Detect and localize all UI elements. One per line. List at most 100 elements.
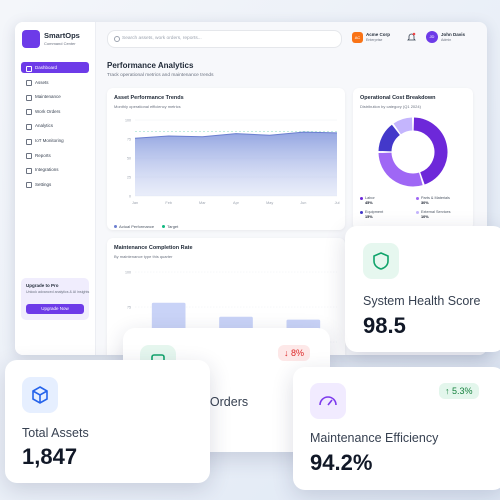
nav-item[interactable]: Integrations [21, 164, 89, 175]
legend-label: Parts & Materials [421, 196, 450, 200]
gauge-icon [319, 396, 337, 406]
x-tick-label: Jan [132, 201, 138, 205]
nav-item[interactable]: Work Orders [21, 106, 89, 117]
card-value: 94.2% [310, 450, 373, 475]
card-title: Asset Performance Trends [114, 95, 184, 101]
org-name: Acme Corp [366, 32, 391, 37]
search-icon [114, 36, 120, 42]
nav-item[interactable]: Settings [21, 179, 89, 190]
icon-bg [310, 383, 346, 419]
efficiency-card: ↑ 5.3% Maintenance Efficiency 94.2% [293, 367, 500, 490]
donut-slice [393, 117, 413, 135]
donut-chart [378, 117, 448, 187]
upgrade-title: Upgrade to Pro [26, 283, 59, 288]
donut-slice [378, 124, 401, 152]
legend-label: Actual Performance [119, 224, 155, 229]
nav-icon [26, 182, 32, 189]
legend: Actual Performance Target [114, 215, 314, 229]
nav-icon [26, 167, 32, 174]
legend-label: Labor [365, 196, 375, 200]
logo [22, 30, 40, 48]
legend-label: Equipment [365, 210, 384, 214]
page-subtitle: Track operational metrics and maintenanc… [107, 73, 214, 78]
legend-value: 10% [421, 215, 429, 219]
y-tick-label: 100 [125, 270, 131, 274]
nav-item[interactable]: IoT Monitoring [21, 135, 89, 146]
legend-value: 45% [365, 201, 373, 205]
area [135, 132, 337, 196]
search-placeholder: Search assets, work orders, reports... [122, 35, 202, 41]
line [134, 131, 338, 139]
trend-card: Asset Performance Trends Monthly operati… [107, 88, 345, 230]
legend: Labor 45% Parts & Materials 30% Equipment 15%… [360, 196, 470, 226]
shield-icon [373, 252, 389, 270]
nav-icon [26, 80, 32, 87]
user-avatar[interactable]: JD [426, 31, 438, 43]
y-tick-label: 75 [127, 305, 131, 309]
x-tick-label: Mar [199, 201, 206, 205]
legend-swatch [416, 196, 419, 200]
legend-swatch [114, 225, 117, 228]
dashboard-window: SmartOps Command Center Dashboard Assets M… [15, 22, 487, 355]
legend-value: 30% [421, 201, 429, 205]
user-name: John Davis [441, 32, 466, 37]
search-box[interactable]: Search assets, work orders, reports... [107, 30, 342, 48]
icon-bg [363, 243, 399, 279]
trend-badge: ↑ 5.3% [439, 383, 479, 399]
x-tick-label: Feb [165, 201, 172, 205]
y-tick-label: 50 [127, 156, 131, 160]
legend-swatch [162, 225, 166, 228]
nav-icon [26, 65, 32, 72]
nav-item[interactable]: Dashboard [21, 62, 89, 73]
box-icon [32, 386, 48, 404]
nav-item[interactable]: Reports [21, 150, 89, 161]
card-label: Maintenance Efficiency [310, 431, 439, 445]
y-tick-label: 100 [125, 118, 131, 122]
user-role: Admin [441, 38, 452, 42]
cost-card: Operational Cost Breakdown Distribution … [353, 88, 473, 230]
legend-item: Parts & Materials 30% [416, 196, 450, 205]
nav-item[interactable]: Assets [21, 77, 89, 88]
nav-item[interactable]: Maintenance [21, 91, 89, 102]
nav-icon [26, 94, 32, 101]
legend-swatch [416, 210, 419, 214]
nav-icon [26, 123, 32, 130]
trend-chart: 0 25 50 75 100 Jan Feb Mar Apr May Jun Jul [125, 118, 340, 205]
donut-slice [378, 152, 423, 187]
y-tick-label: 75 [127, 137, 131, 141]
y-tick-label: 25 [127, 175, 131, 179]
org-avatar[interactable]: AC [352, 32, 363, 43]
card-title: Operational Cost Breakdown [360, 95, 436, 101]
legend-value: 15% [365, 215, 373, 219]
card-value: 98.5 [363, 313, 406, 338]
x-tick-label: May [266, 201, 273, 205]
legend-item: Equipment 15% [360, 210, 383, 219]
brand-sub: Command Center [44, 41, 76, 46]
org-plan: Enterprise [366, 38, 383, 42]
card-label: Total Assets [22, 426, 89, 440]
brand: SmartOps [44, 31, 80, 40]
legend-label: Target [167, 224, 179, 229]
card-subtitle: Distribution by category (Q1 2024) [360, 104, 421, 109]
legend-item: Actual Performance [114, 224, 154, 229]
x-tick-label: Jun [300, 201, 306, 205]
assets-card: Total Assets 1,847 [5, 360, 210, 483]
nav-icon [26, 109, 32, 116]
nav-item[interactable]: Analytics [21, 120, 89, 131]
y-tick-label: 0 [129, 194, 131, 198]
upgrade-button[interactable]: Upgrade Now [26, 304, 84, 314]
legend-item: External Services 10% [416, 210, 451, 219]
donut-slice [413, 117, 448, 185]
page-title: Performance Analytics [107, 61, 194, 70]
card-label: System Health Score [363, 294, 481, 308]
card-value: 1,847 [22, 444, 78, 469]
legend-swatch [360, 210, 363, 214]
bell-icon[interactable] [407, 32, 416, 42]
upgrade-box: Upgrade to Pro Unlock advanced analytics… [21, 278, 89, 320]
legend-item: Target [162, 224, 178, 229]
upgrade-text: Unlock advanced analytics & AI insights [26, 290, 90, 294]
health-card: System Health Score 98.5 [345, 226, 500, 352]
x-tick-label: Apr [233, 201, 240, 205]
card-subtitle: By maintenance type this quarter [114, 254, 173, 259]
